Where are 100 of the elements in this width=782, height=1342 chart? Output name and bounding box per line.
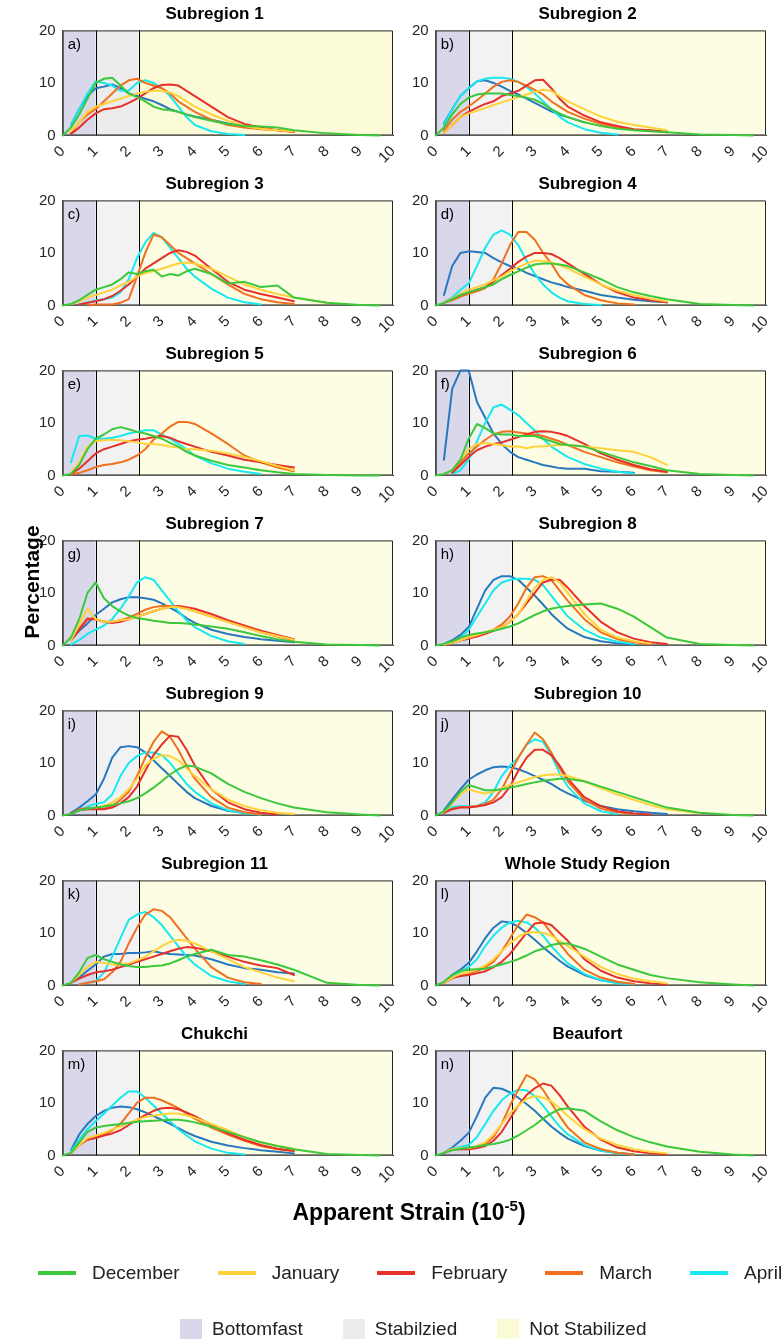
x-tick-label: 10	[374, 141, 399, 166]
y-tick-label: 20	[412, 360, 429, 378]
x-tick-label: 10	[747, 991, 772, 1016]
chart-title: Whole Study Region	[504, 853, 671, 873]
x-tick-label: 2	[488, 991, 507, 1010]
x-tick-label: 9	[347, 651, 366, 670]
annotation: j)	[439, 715, 450, 733]
y-tick-label: 0	[47, 1145, 56, 1163]
legend-label: April	[744, 1262, 782, 1284]
y-tick-label: 20	[39, 1040, 56, 1058]
chart-title: Subregion 9	[165, 683, 264, 703]
x-tick-label: 7	[281, 991, 299, 1010]
y-tick-label: 0	[47, 465, 56, 483]
x-tick-label: 6	[621, 821, 639, 840]
x-tick-label: 10	[374, 991, 399, 1016]
x-tick-label: 7	[654, 141, 672, 160]
x-tick-label: 8	[314, 481, 332, 500]
y-tick-label: 20	[39, 190, 56, 208]
x-tick-label: 6	[248, 311, 266, 330]
x-tick-label: 9	[347, 311, 366, 330]
x-tick-label: 1	[82, 991, 101, 1010]
chart-title: Subregion 1	[165, 3, 264, 23]
y-tick-label: 0	[47, 975, 56, 993]
x-tick-label: 7	[654, 821, 672, 840]
y-tick-label: 10	[39, 73, 56, 91]
y-tick-label: 10	[412, 73, 429, 91]
y-tick-label: 0	[420, 125, 429, 143]
chart-title: Chukchi	[180, 1023, 249, 1043]
x-tick-label: 7	[281, 1161, 299, 1180]
x-tick-label: 8	[687, 821, 705, 840]
x-tick-label: 10	[747, 141, 772, 166]
y-tick-label: 0	[47, 805, 56, 823]
annotation: h)	[440, 545, 455, 563]
x-tick-label: 1	[82, 1161, 101, 1180]
x-tick-label: 3	[521, 141, 540, 160]
x-tick-label: 8	[687, 481, 705, 500]
y-tick-label: 0	[420, 465, 429, 483]
x-tick-label: 7	[654, 1161, 672, 1180]
x-tick-label: 4	[181, 481, 200, 500]
y-tick-label: 20	[412, 530, 429, 548]
x-tick-label: 5	[214, 821, 233, 840]
x-tick-label: 9	[347, 821, 366, 840]
y-tick-label: 20	[412, 190, 429, 208]
annotation: f)	[440, 375, 450, 393]
x-tick-label: 8	[687, 651, 705, 670]
x-tick-label: 4	[181, 1161, 200, 1180]
x-tick-label: 5	[214, 311, 233, 330]
x-tick-label: 4	[554, 141, 573, 160]
annotation: e)	[67, 375, 82, 393]
x-tick-label: 3	[148, 1161, 167, 1180]
x-tick-label: 5	[587, 991, 606, 1010]
x-tick-label: 1	[455, 141, 474, 160]
y-tick-label: 0	[420, 1145, 429, 1163]
x-tick-label: 9	[720, 991, 739, 1010]
x-tick-label: 7	[281, 651, 299, 670]
legend-label: Bottomfast	[212, 1318, 303, 1340]
y-tick-label: 20	[39, 360, 56, 378]
x-tick-label: 5	[214, 651, 233, 670]
x-tick-label: 8	[314, 651, 332, 670]
x-tick-label: 9	[720, 141, 739, 160]
x-tick-label: 10	[374, 821, 399, 846]
x-tick-label: 3	[148, 821, 167, 840]
x-axis-title: Apparent Strain (10$^{-5}$)	[291, 1197, 527, 1226]
x-tick-label: 6	[248, 821, 266, 840]
x-tick-label: 1	[82, 651, 101, 670]
x-tick-label: 6	[621, 141, 639, 160]
x-tick-label: 8	[314, 141, 332, 160]
x-tick-label: 4	[554, 1161, 573, 1180]
x-tick-label: 3	[521, 311, 540, 330]
x-tick-label: 6	[248, 991, 266, 1010]
x-tick-label: 9	[347, 481, 366, 500]
chart-title: Subregion 7	[165, 513, 264, 533]
x-tick-label: 5	[214, 141, 233, 160]
legend-label: Not Stabilized	[529, 1318, 647, 1340]
chart-title: Subregion 8	[538, 513, 637, 533]
x-tick-label: 10	[374, 481, 399, 506]
x-tick-label: 3	[521, 1161, 540, 1180]
y-tick-label: 10	[39, 923, 56, 941]
x-tick-label: 2	[115, 821, 134, 840]
x-tick-label: 7	[654, 651, 672, 670]
annotation: k)	[67, 885, 81, 903]
x-tick-label: 9	[720, 651, 739, 670]
x-tick-label: 5	[214, 1161, 233, 1180]
legend-label: December	[92, 1262, 180, 1284]
x-tick-label: 9	[347, 141, 366, 160]
legend-label: March	[599, 1262, 653, 1284]
x-tick-label: 9	[720, 311, 739, 330]
x-tick-label: 8	[687, 991, 705, 1010]
x-tick-label: 6	[621, 651, 639, 670]
x-tick-label: 9	[347, 991, 366, 1010]
y-tick-label: 20	[39, 20, 56, 38]
y-tick-label: 0	[420, 975, 429, 993]
x-tick-label: 9	[720, 481, 739, 500]
annotation: m)	[67, 1055, 86, 1073]
y-tick-label: 10	[412, 243, 429, 261]
x-tick-label: 7	[281, 311, 299, 330]
x-tick-label: 3	[148, 141, 167, 160]
y-tick-label: 0	[47, 295, 56, 313]
x-tick-label: 1	[455, 821, 474, 840]
x-tick-label: 4	[181, 311, 200, 330]
